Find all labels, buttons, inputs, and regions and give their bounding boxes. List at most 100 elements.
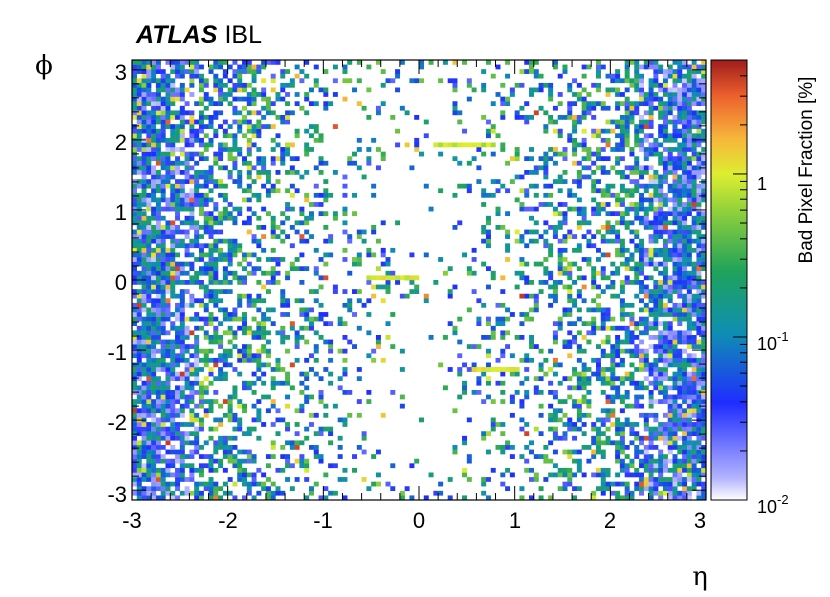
heatmap-cell xyxy=(529,147,534,152)
heatmap-cell xyxy=(538,87,544,93)
heatmap-cell xyxy=(615,481,621,487)
heatmap-cell xyxy=(141,467,147,473)
heatmap-cell xyxy=(308,307,314,313)
heatmap-cell xyxy=(686,454,692,459)
heatmap-cell xyxy=(132,206,137,212)
heatmap-cell xyxy=(222,238,228,244)
heatmap-cell xyxy=(595,270,601,276)
heatmap-cell xyxy=(222,449,228,455)
heatmap-cell xyxy=(318,160,324,166)
heatmap-cell xyxy=(476,376,482,382)
heatmap-cell xyxy=(696,266,702,272)
heatmap-cell xyxy=(634,124,640,129)
heatmap-cell xyxy=(165,302,171,308)
heatmap-cell xyxy=(132,188,137,194)
heatmap-cell xyxy=(567,206,573,212)
heatmap-cell xyxy=(595,472,601,478)
heatmap-cell xyxy=(639,362,645,368)
heatmap-cell xyxy=(213,339,219,345)
heatmap-cell xyxy=(237,280,243,285)
heatmap-cell xyxy=(696,220,702,226)
heatmap-cell xyxy=(189,64,195,70)
heatmap-cell xyxy=(132,60,137,65)
heatmap-cell xyxy=(275,234,281,239)
heatmap-cell xyxy=(576,275,582,281)
heatmap-cell xyxy=(691,174,697,180)
heatmap-cell xyxy=(643,376,649,382)
heatmap-cell xyxy=(634,247,640,253)
heatmap-cell xyxy=(170,431,176,437)
heatmap-cell xyxy=(141,316,147,322)
heatmap-cell xyxy=(160,403,166,409)
heatmap-cell xyxy=(175,124,181,129)
heatmap-cell xyxy=(203,115,209,120)
heatmap-cell xyxy=(194,151,200,157)
heatmap-cell xyxy=(701,119,707,125)
heatmap-cell xyxy=(677,289,683,294)
heatmap-cell xyxy=(639,486,645,492)
heatmap-cell xyxy=(524,192,530,198)
heatmap-cell xyxy=(222,257,228,262)
heatmap-cell xyxy=(462,362,468,368)
heatmap-cell xyxy=(548,270,554,276)
heatmap-cell xyxy=(294,92,300,97)
heatmap-cell xyxy=(160,82,166,88)
heatmap-cell xyxy=(634,69,640,74)
heatmap-cell xyxy=(639,82,645,88)
heatmap-cell xyxy=(682,142,688,148)
heatmap-cell xyxy=(265,289,271,294)
feature-band-cell xyxy=(395,275,401,281)
heatmap-cell xyxy=(256,399,262,404)
heatmap-cell xyxy=(146,344,152,349)
heatmap-cell xyxy=(653,137,659,143)
heatmap-cell xyxy=(696,307,702,313)
heatmap-cell xyxy=(141,344,147,349)
heatmap-cell xyxy=(615,192,621,198)
heatmap-cell xyxy=(619,183,625,189)
heatmap-cell xyxy=(662,238,668,244)
heatmap-cell xyxy=(170,422,176,427)
heatmap-cell xyxy=(198,380,204,386)
heatmap-cell xyxy=(672,137,678,143)
heatmap-cell xyxy=(701,481,707,487)
heatmap-cell xyxy=(648,238,654,244)
heatmap-cell xyxy=(280,467,286,473)
heatmap-cell xyxy=(304,394,310,400)
heatmap-cell xyxy=(132,170,137,175)
heatmap-cell xyxy=(686,472,692,478)
heatmap-cell xyxy=(624,110,630,116)
heatmap-cell xyxy=(323,188,329,194)
heatmap-cell xyxy=(313,454,319,459)
heatmap-cell xyxy=(677,472,683,478)
heatmap-cell xyxy=(500,183,506,189)
heatmap-cell xyxy=(280,445,286,450)
heatmap-cell xyxy=(662,280,668,285)
feature-band-cell xyxy=(438,142,444,148)
heatmap-cell xyxy=(629,252,635,258)
heatmap-cell xyxy=(423,495,429,501)
heatmap-cell xyxy=(232,426,238,432)
heatmap-cell xyxy=(701,408,707,414)
heatmap-cell xyxy=(672,394,678,400)
heatmap-cell xyxy=(696,96,702,102)
heatmap-cell xyxy=(514,335,520,340)
heatmap-cell xyxy=(423,252,429,258)
heatmap-cell xyxy=(155,234,161,239)
heatmap-cell xyxy=(543,257,549,262)
heatmap-cell xyxy=(701,449,707,455)
heatmap-cell xyxy=(605,202,611,207)
heatmap-cell xyxy=(146,348,152,354)
heatmap-cell xyxy=(165,142,171,148)
heatmap-cell xyxy=(237,403,243,409)
heatmap-cell xyxy=(691,362,697,368)
heatmap-cell xyxy=(423,119,429,125)
heatmap-cell xyxy=(682,133,688,139)
heatmap-cell xyxy=(662,220,668,226)
heatmap-cell xyxy=(208,435,214,441)
heatmap-cell xyxy=(280,293,286,299)
heatmap-cell xyxy=(251,330,257,336)
heatmap-cell xyxy=(194,60,200,65)
heatmap-cell xyxy=(658,335,664,340)
heatmap-cell xyxy=(151,440,157,446)
heatmap-cell xyxy=(237,147,243,152)
